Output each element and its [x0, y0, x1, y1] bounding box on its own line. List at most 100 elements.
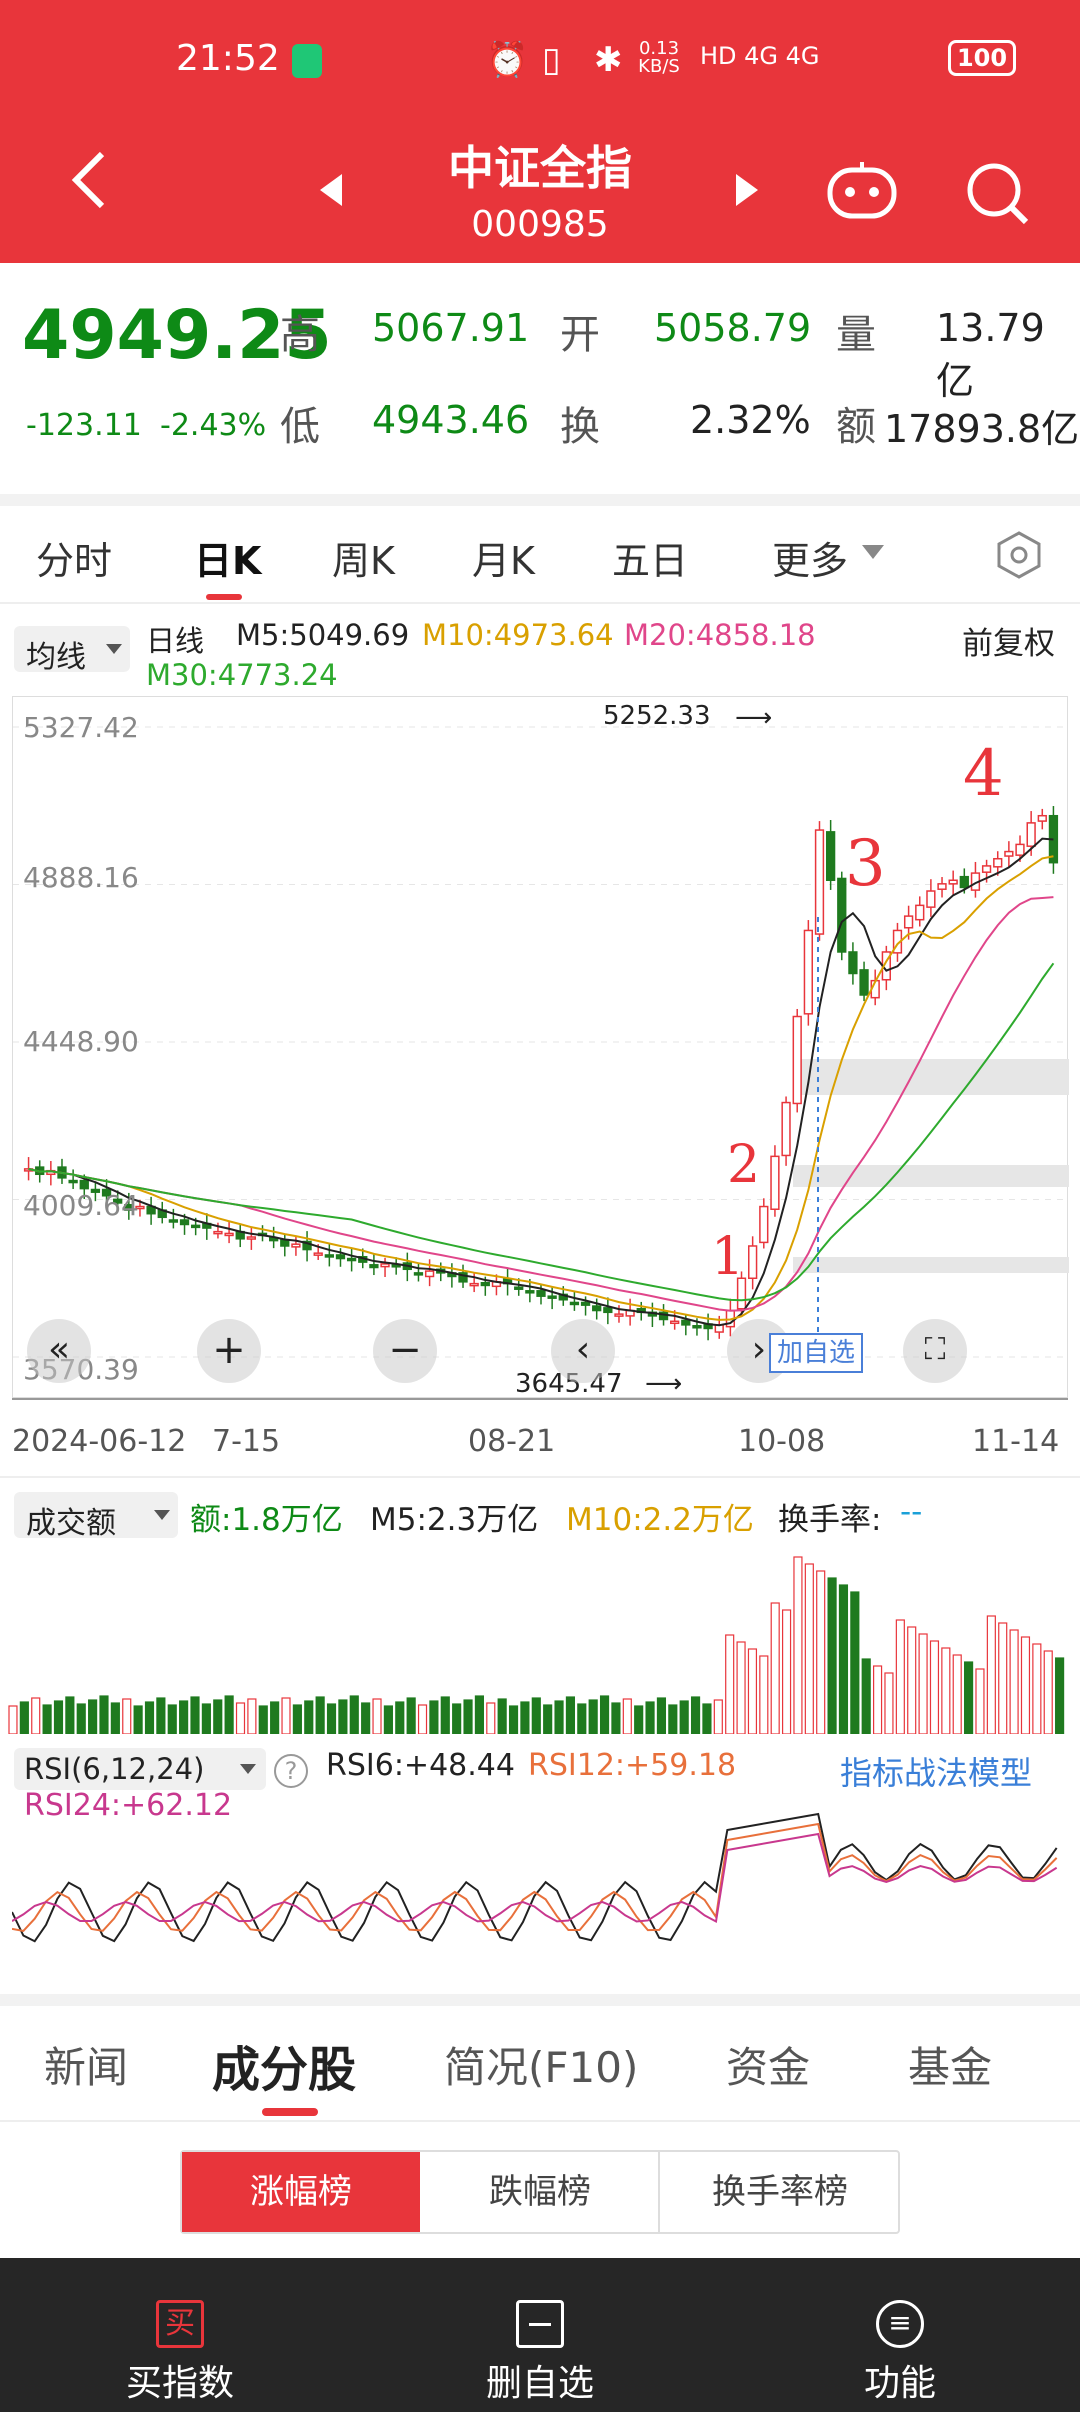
- vibrate-icon: ▯: [542, 40, 561, 80]
- volume-bar: [634, 1705, 644, 1735]
- volume-dropdown[interactable]: 成交额: [14, 1492, 178, 1541]
- rank-tab-losers[interactable]: 跌幅榜: [422, 2152, 660, 2232]
- rank-tab-gainers[interactable]: 涨幅榜: [182, 2152, 420, 2232]
- search-icon[interactable]: [964, 160, 1030, 230]
- candle: [792, 1015, 802, 1105]
- volume-bar: [281, 1697, 291, 1735]
- more-dropdown-icon: [862, 544, 884, 563]
- candle: [458, 1272, 468, 1283]
- volume-bar: [122, 1698, 132, 1735]
- tab-constituents[interactable]: 成分股: [212, 2042, 357, 2098]
- adjust-label[interactable]: 前复权: [962, 626, 1055, 662]
- tab-weekly-k[interactable]: 周K: [332, 539, 395, 583]
- y-tick: 4009.64: [23, 1189, 139, 1222]
- volume-bar: [907, 1626, 917, 1735]
- rsi-chart[interactable]: [11, 1792, 1068, 1980]
- battery-saver-icon: [292, 44, 322, 78]
- candle: [246, 1236, 257, 1240]
- volume-bar: [588, 1699, 598, 1735]
- candle: [859, 969, 869, 996]
- candle: [525, 1290, 535, 1294]
- tab-monthly-k[interactable]: 月K: [472, 539, 535, 583]
- zoom-in-icon[interactable]: +: [197, 1319, 261, 1383]
- candle: [1004, 850, 1014, 857]
- zoom-out-icon[interactable]: −: [373, 1319, 437, 1383]
- change-value: -123.11: [26, 408, 142, 443]
- candle: [803, 929, 814, 1015]
- robot-icon[interactable]: [826, 160, 898, 224]
- tab-news[interactable]: 新闻: [44, 2043, 129, 2092]
- candle: [837, 877, 847, 953]
- fast-back-icon[interactable]: «: [27, 1319, 91, 1383]
- volume-bar: [690, 1696, 701, 1735]
- chevron-down-icon: [154, 1510, 170, 1520]
- volume-bar: [668, 1704, 678, 1735]
- volume-chart[interactable]: [8, 1544, 1066, 1735]
- add-watch-button[interactable]: 加自选: [769, 1333, 864, 1373]
- tab-minute[interactable]: 分时: [36, 539, 113, 583]
- chevron-down-icon: [106, 644, 122, 654]
- volume-bar: [474, 1695, 484, 1735]
- volume-bar: [349, 1695, 359, 1735]
- volume-bar: [213, 1699, 223, 1735]
- rsi-dropdown[interactable]: RSI(6,12,24): [14, 1748, 266, 1790]
- ma-dropdown[interactable]: 均线: [14, 626, 130, 675]
- prev-index-icon[interactable]: [318, 172, 344, 212]
- kline-chart[interactable]: 5327.42 4888.16 4448.90 4009.64 3570.39 …: [12, 696, 1069, 1399]
- ma30-value: M30:4773.24: [146, 658, 338, 692]
- volume-bar: [895, 1619, 905, 1735]
- period-label: 日线: [146, 624, 205, 658]
- remove-watch-label: 删自选: [485, 2363, 594, 2404]
- rank-tab-turnover[interactable]: 换手率榜: [712, 2172, 848, 2212]
- divider: [0, 1994, 1080, 2006]
- annotation-2: 2: [727, 1135, 761, 1195]
- rsi-line: [11, 1822, 1058, 1933]
- volume-bar: [247, 1698, 257, 1735]
- candle: [68, 1179, 78, 1184]
- tab-five-day[interactable]: 五日: [612, 539, 689, 583]
- volume-bar: [838, 1584, 849, 1735]
- change-pct: -2.43%: [160, 408, 267, 443]
- volume-bar: [725, 1634, 735, 1735]
- annotation-1: 1: [711, 1227, 745, 1287]
- candle: [213, 1230, 223, 1235]
- back-icon[interactable]: [70, 150, 110, 210]
- volume-bar: [486, 1702, 496, 1735]
- volume-bar: [645, 1701, 655, 1735]
- kline-svg[interactable]: [13, 697, 1069, 1397]
- candle: [748, 1245, 758, 1280]
- tab-f10[interactable]: 简况(F10): [444, 2043, 639, 2092]
- volume-bar: [383, 1705, 393, 1735]
- volume-bar: [599, 1695, 610, 1735]
- indicator-model-link[interactable]: 指标战法模型: [840, 1754, 1033, 1792]
- buy-icon: 买: [156, 2300, 204, 2348]
- remove-watch-icon: [516, 2300, 564, 2348]
- tab-daily-k[interactable]: 日K: [194, 539, 262, 583]
- settings-hex-icon[interactable]: [994, 530, 1044, 584]
- volume-value: 13.79亿: [936, 306, 1045, 403]
- candle: [335, 1254, 346, 1260]
- ma30-line: [28, 962, 1055, 1302]
- tab-fund[interactable]: 基金: [908, 2043, 993, 2092]
- help-icon[interactable]: ?: [274, 1754, 308, 1788]
- volume-bar: [986, 1615, 996, 1735]
- tab-more[interactable]: 更多: [772, 539, 849, 583]
- volume-bar: [736, 1641, 746, 1735]
- turnover-rate-value: --: [900, 1494, 923, 1530]
- volume-bar: [1055, 1657, 1065, 1735]
- volume-bar: [99, 1695, 109, 1735]
- x-tick: 7-15: [212, 1424, 281, 1459]
- volume-bar: [42, 1704, 52, 1735]
- fullscreen-icon[interactable]: ⛶: [903, 1319, 967, 1383]
- volume-bar: [53, 1700, 64, 1735]
- volume-bar: [770, 1602, 780, 1735]
- volume-dropdown-label: 成交额: [26, 1506, 116, 1541]
- candle: [1037, 814, 1047, 822]
- volume-bar: [19, 1701, 29, 1735]
- volume-bar: [565, 1696, 576, 1735]
- bottom-action-bar: 买 买指数 删自选 ≡ 功能: [0, 2258, 1080, 2412]
- scroll-left-icon[interactable]: ‹: [551, 1319, 615, 1383]
- tab-funds[interactable]: 资金: [726, 2043, 811, 2092]
- next-index-icon[interactable]: [734, 172, 760, 212]
- volume-bar: [929, 1640, 940, 1735]
